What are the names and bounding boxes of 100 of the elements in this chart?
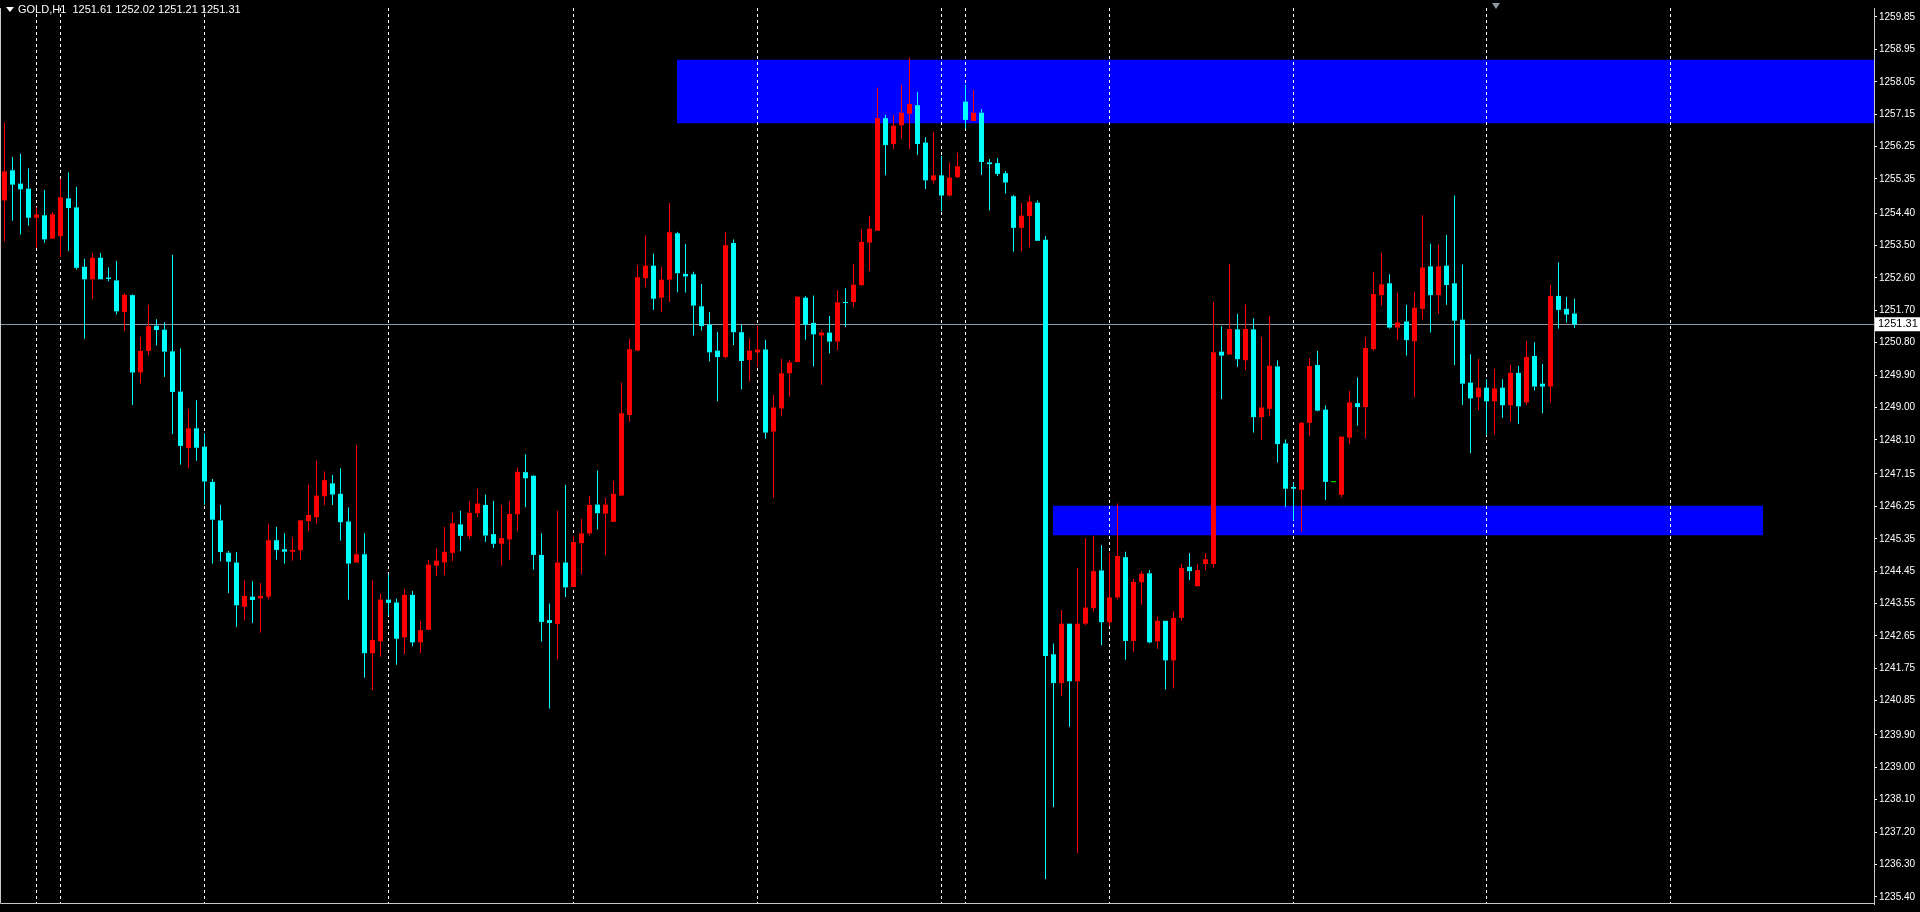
candlestick	[314, 460, 319, 525]
candlestick	[1171, 610, 1176, 689]
candlestick	[42, 189, 47, 244]
candlestick	[74, 186, 79, 271]
candlestick	[1099, 544, 1104, 646]
candlestick	[250, 580, 255, 624]
candlestick	[779, 358, 784, 417]
candlestick	[426, 559, 431, 630]
candlestick	[867, 215, 872, 272]
candlestick	[34, 206, 39, 249]
candlestick	[114, 260, 119, 315]
candlestick	[1460, 264, 1465, 406]
candlestick	[266, 523, 271, 601]
candlestick	[234, 551, 239, 628]
y-tick-label: 1257.15	[1879, 107, 1916, 119]
candlestick	[1075, 567, 1080, 854]
candlestick	[723, 231, 728, 358]
candlestick	[507, 501, 512, 561]
candlestick	[1035, 200, 1040, 241]
candlestick	[1347, 390, 1352, 445]
candlestick	[226, 550, 231, 594]
candlestick	[827, 315, 832, 354]
candlestick	[1211, 301, 1216, 569]
candlestick	[499, 504, 504, 567]
y-tick-label: 1247.15	[1879, 467, 1916, 479]
candlestick	[434, 547, 439, 577]
y-tick-label: 1241.75	[1879, 662, 1916, 674]
candlestick	[611, 480, 616, 522]
candlestick	[1532, 341, 1537, 392]
candlestick	[1476, 358, 1481, 411]
candlestick	[90, 252, 95, 300]
candlestick	[1444, 234, 1449, 306]
candlestick	[579, 518, 584, 575]
candlestick	[739, 324, 744, 390]
candlestick	[1387, 273, 1392, 328]
y-tick-label: 1236.30	[1879, 858, 1916, 870]
candlestick	[1019, 202, 1024, 252]
candlestick	[1548, 284, 1553, 403]
candlestick	[386, 573, 391, 616]
candlestick	[1163, 620, 1168, 691]
candlestick	[1155, 615, 1160, 650]
y-tick-label: 1243.55	[1879, 597, 1916, 609]
candlestick	[1107, 552, 1112, 627]
y-tick-label: 1254.40	[1879, 206, 1916, 218]
candlestick	[635, 264, 640, 351]
candlestick	[963, 84, 968, 130]
candlestick	[330, 474, 335, 506]
candlestick	[1484, 378, 1489, 436]
candlestick	[1572, 298, 1577, 329]
candlestick	[1436, 244, 1441, 315]
candlestick	[755, 325, 760, 368]
candlestick	[210, 478, 215, 565]
candlestick	[843, 287, 848, 328]
candlestick	[362, 532, 367, 679]
candlestick	[699, 283, 704, 331]
candlestick	[1404, 304, 1409, 357]
candlestick	[987, 158, 992, 211]
candlestick	[515, 467, 520, 531]
candlestick	[1275, 359, 1280, 463]
candlestick	[66, 171, 71, 252]
candlestick	[154, 318, 159, 347]
candlestick	[1259, 336, 1264, 441]
candlestick	[971, 89, 976, 121]
candlestick	[1500, 378, 1505, 419]
candlestick	[523, 453, 528, 508]
y-tick-label: 1245.35	[1879, 532, 1916, 544]
y-tick-label: 1235.40	[1879, 890, 1916, 902]
candlestick	[1235, 313, 1240, 368]
y-tick-label: 1256.25	[1879, 140, 1916, 152]
candlestick	[859, 229, 864, 286]
candlestick	[563, 484, 568, 598]
candlestick	[539, 532, 544, 643]
y-tick-label: 1250.80	[1879, 336, 1916, 348]
candlestick	[1299, 422, 1304, 533]
candlestick	[1420, 214, 1425, 321]
candlestick	[1139, 570, 1144, 606]
candlestick	[883, 114, 888, 176]
candlestick	[1556, 261, 1561, 330]
candlestick	[747, 337, 752, 383]
candlestick	[899, 84, 904, 139]
candlestick	[1227, 263, 1232, 355]
candlestick	[1379, 252, 1384, 307]
candlestick	[82, 258, 87, 340]
candlestick	[931, 131, 936, 185]
y-tick-label: 1240.85	[1879, 694, 1916, 706]
candlestick	[1003, 170, 1008, 195]
candlestick	[803, 295, 808, 341]
candlestick	[763, 339, 768, 440]
candlestick	[130, 295, 135, 406]
candlestick	[547, 603, 552, 710]
candlestick	[1267, 315, 1272, 417]
candlestick	[242, 579, 247, 621]
y-tick-label: 1258.95	[1879, 43, 1916, 55]
candlestick	[947, 161, 952, 196]
candlestick	[402, 588, 407, 655]
candlestick	[851, 263, 856, 308]
candlestick	[1203, 552, 1208, 571]
candlestick	[875, 87, 880, 231]
candlestick	[1363, 336, 1368, 439]
candlestick	[995, 157, 1000, 177]
